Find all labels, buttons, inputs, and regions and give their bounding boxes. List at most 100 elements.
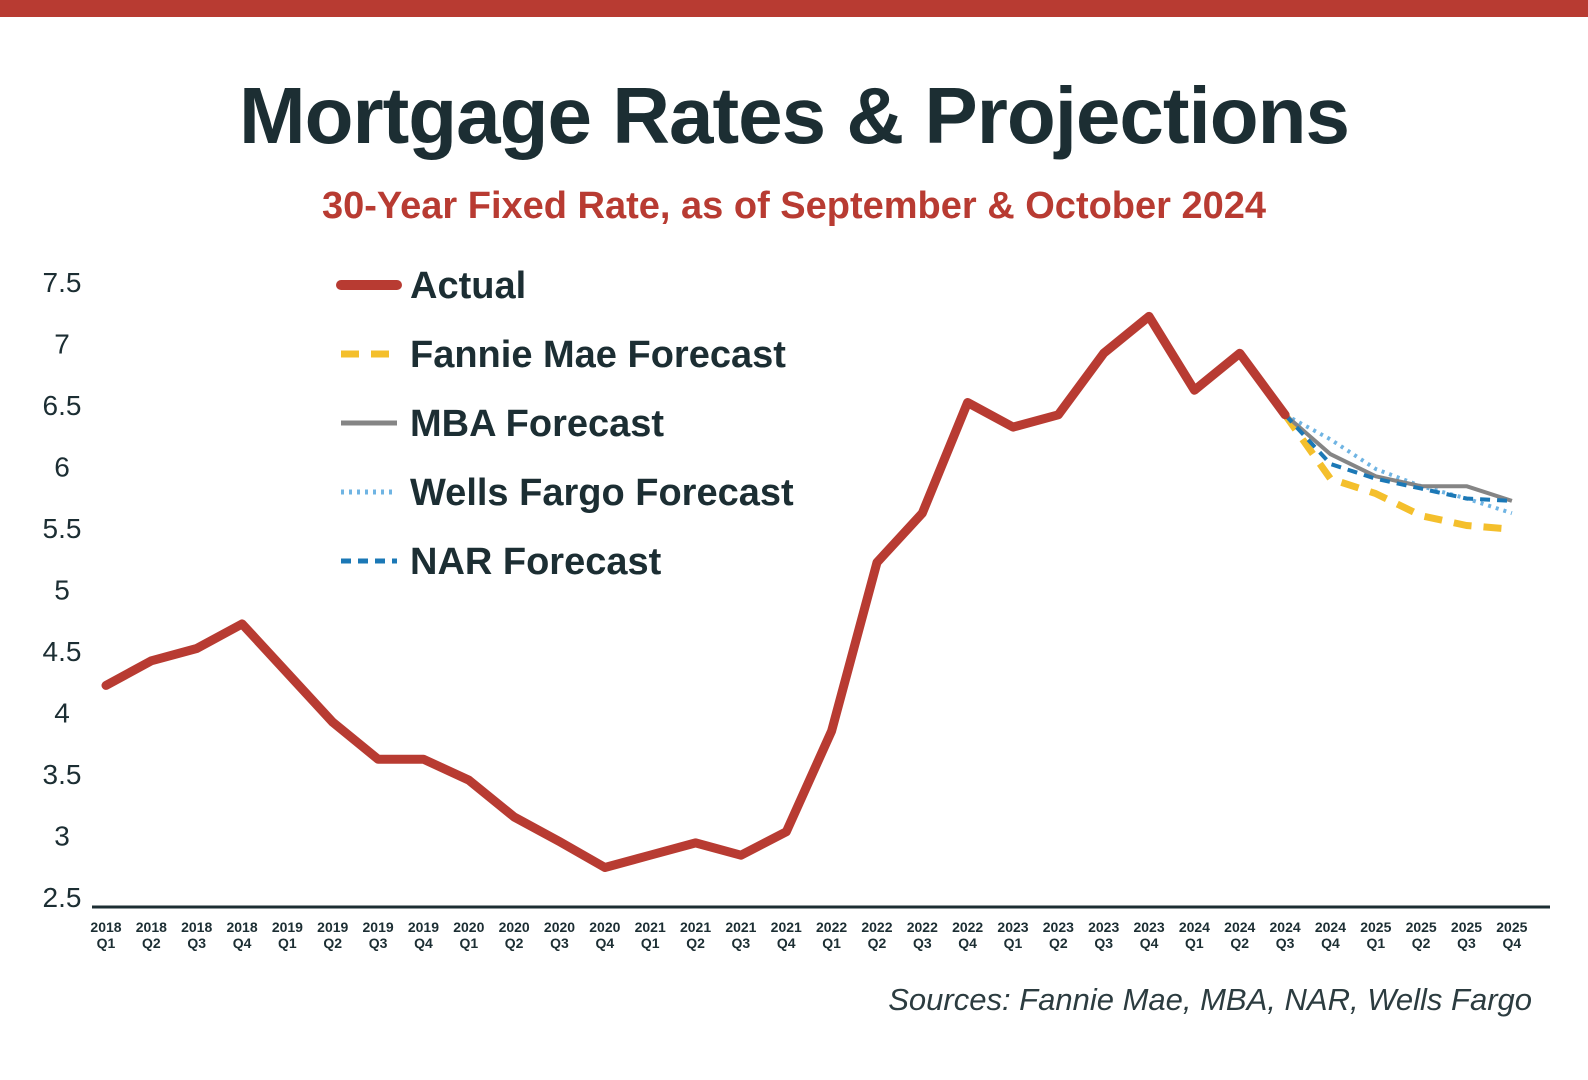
series-lines <box>101 311 1513 872</box>
x-tick-year: 2020 <box>453 919 484 935</box>
y-tick-label: 7.5 <box>43 267 82 298</box>
series-line-wells-fargo-forecast <box>1284 413 1513 516</box>
x-tick-quarter: Q2 <box>868 935 887 951</box>
y-tick-label: 4.5 <box>43 636 82 667</box>
x-tick-year: 2020 <box>589 919 620 935</box>
y-tick-label: 2.5 <box>43 882 82 913</box>
y-tick-label: 6 <box>54 452 70 483</box>
x-tick-quarter: Q3 <box>1457 935 1476 951</box>
x-tick-quarter: Q1 <box>1185 935 1204 951</box>
x-tick-year: 2024 <box>1315 919 1346 935</box>
x-tick-quarter: Q3 <box>187 935 206 951</box>
series-line-nar-forecast <box>1283 413 1513 503</box>
x-tick-quarter: Q1 <box>278 935 297 951</box>
x-tick-year: 2022 <box>907 919 938 935</box>
x-tick-year: 2021 <box>725 919 756 935</box>
x-tick-quarter: Q3 <box>913 935 932 951</box>
legend: Actual Fannie Mae Forecast MBA Forecast Wel… <box>336 265 794 583</box>
x-tick-quarter: Q2 <box>1049 935 1068 951</box>
source-note: Sources: Fannie Mae, MBA, NAR, Wells Far… <box>888 982 1532 1017</box>
x-tick-year: 2018 <box>90 919 121 935</box>
x-tick-year: 2019 <box>317 919 348 935</box>
x-tick-year: 2025 <box>1496 919 1527 935</box>
x-tick-quarter: Q4 <box>958 935 977 951</box>
y-tick-label: 7 <box>54 329 70 360</box>
legend-label: Fannie Mae Forecast <box>410 334 786 376</box>
x-tick-year: 2022 <box>861 919 892 935</box>
legend-item-mba-forecast: MBA Forecast <box>341 403 664 445</box>
x-tick-year: 2022 <box>952 919 983 935</box>
x-axis-labels: 2018Q12018Q22018Q32018Q42019Q12019Q22019… <box>90 919 1527 951</box>
legend-label: Wells Fargo Forecast <box>410 472 794 514</box>
x-tick-quarter: Q3 <box>550 935 569 951</box>
x-tick-quarter: Q1 <box>822 935 841 951</box>
x-tick-quarter: Q3 <box>1094 935 1113 951</box>
x-tick-quarter: Q2 <box>1230 935 1249 951</box>
y-tick-label: 5.5 <box>43 513 82 544</box>
legend-item-nar-forecast: NAR Forecast <box>341 541 662 583</box>
x-tick-year: 2019 <box>272 919 303 935</box>
x-tick-year: 2018 <box>181 919 212 935</box>
x-tick-year: 2023 <box>997 919 1028 935</box>
x-tick-quarter: Q4 <box>1140 935 1159 951</box>
top-accent-bar <box>0 0 1588 17</box>
x-tick-quarter: Q1 <box>97 935 116 951</box>
x-tick-quarter: Q2 <box>505 935 524 951</box>
x-tick-quarter: Q4 <box>777 935 796 951</box>
x-tick-quarter: Q1 <box>459 935 478 951</box>
x-tick-quarter: Q1 <box>1004 935 1023 951</box>
x-tick-year: 2023 <box>1088 919 1119 935</box>
legend-label: MBA Forecast <box>410 403 664 445</box>
x-tick-year: 2020 <box>544 919 575 935</box>
legend-item-wells-fargo-forecast: Wells Fargo Forecast <box>341 472 794 514</box>
x-tick-quarter: Q1 <box>641 935 660 951</box>
x-tick-quarter: Q4 <box>1321 935 1340 951</box>
x-tick-quarter: Q3 <box>732 935 751 951</box>
x-tick-quarter: Q3 <box>1276 935 1295 951</box>
series-line-actual <box>101 311 1290 872</box>
x-tick-year: 2022 <box>816 919 847 935</box>
legend-label: NAR Forecast <box>410 541 662 583</box>
x-tick-quarter: Q2 <box>142 935 161 951</box>
x-tick-year: 2021 <box>635 919 666 935</box>
x-tick-year: 2018 <box>226 919 257 935</box>
x-tick-year: 2024 <box>1179 919 1210 935</box>
chart-subtitle: 30-Year Fixed Rate, as of September & Oc… <box>321 185 1267 227</box>
x-tick-quarter: Q1 <box>1366 935 1385 951</box>
x-tick-year: 2021 <box>771 919 802 935</box>
x-tick-year: 2025 <box>1451 919 1482 935</box>
x-tick-year: 2024 <box>1224 919 1255 935</box>
series-line-mba-forecast <box>1283 413 1513 503</box>
x-tick-year: 2018 <box>136 919 167 935</box>
series-line-fannie-mae-forecast <box>1282 412 1513 533</box>
x-tick-quarter: Q2 <box>686 935 705 951</box>
